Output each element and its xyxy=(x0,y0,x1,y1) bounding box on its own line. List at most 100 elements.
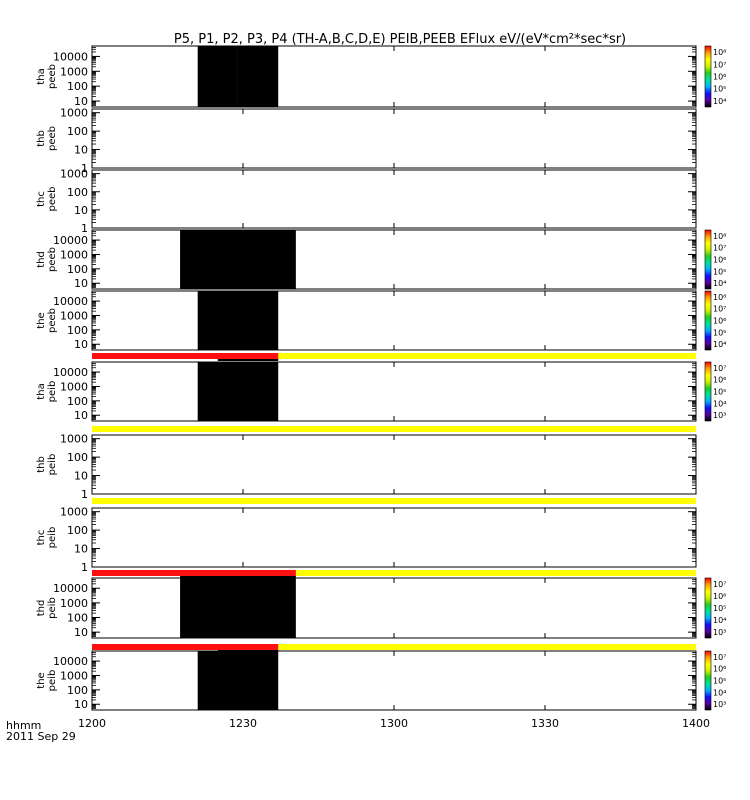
panel-frame-tha-peeb xyxy=(91,45,697,108)
probe-label: tha xyxy=(36,383,47,399)
product-label: peib xyxy=(47,597,58,619)
colorbar-tick-label: 10⁴ xyxy=(713,688,726,697)
panel-frame-thc-peeb xyxy=(91,169,697,229)
time-axis-date-label: 2011 Sep 29 xyxy=(6,730,76,743)
colorbar-thd-peib xyxy=(704,577,712,639)
ytick-label: 1000 xyxy=(60,248,88,261)
colorbar-tick-label: 10³ xyxy=(713,411,726,420)
xtick-label: 1200 xyxy=(78,717,106,730)
colorbar-tick-label: 10⁴ xyxy=(713,97,726,106)
spectrogram-block-tha-peib xyxy=(197,362,279,421)
ytick-label: 100 xyxy=(67,263,88,276)
panel-label-thb-peib: thb peib xyxy=(36,454,58,476)
flag-bar-tha-peib xyxy=(92,353,696,359)
colorbar-tick-label: 10⁷ xyxy=(713,305,726,314)
probe-label: thd xyxy=(36,251,47,268)
panel-frame-thc-peib xyxy=(91,507,697,568)
ytick-label: 100 xyxy=(67,612,88,625)
ytick-label: 100 xyxy=(67,451,88,464)
panel-frame-thb-peeb xyxy=(91,108,697,169)
flag-bar-red-segment xyxy=(92,353,279,359)
colorbar-the-peib xyxy=(704,650,712,711)
colorbar-tick-label: 10⁶ xyxy=(713,592,726,601)
ytick-label: 10 xyxy=(74,277,88,290)
colorbar-tick-label: 10⁶ xyxy=(713,317,726,326)
colorbar-tha-peib xyxy=(704,361,712,422)
colorbar-tick-label: 10⁶ xyxy=(713,73,726,82)
ytick-label: 10 xyxy=(74,409,88,422)
colorbar-the-peeb xyxy=(704,290,712,351)
xtick-label: 1300 xyxy=(380,717,408,730)
ytick-label: 1 xyxy=(81,222,88,235)
ytick-label: 100 xyxy=(67,684,88,697)
ytick-label: 100 xyxy=(67,324,88,337)
product-label: peib xyxy=(47,527,58,549)
colorbar-tick-label: 10⁶ xyxy=(713,376,726,385)
ytick-label: 1000 xyxy=(60,309,88,322)
chart-title: P5, P1, P2, P3, P4 (TH-A,B,C,D,E) PEIB,P… xyxy=(174,32,626,47)
ytick-label: 1000 xyxy=(60,380,88,393)
colorbar-tick-label: 10⁵ xyxy=(713,677,726,686)
spectrogram-block-thd-peib xyxy=(180,578,296,638)
panel-label-tha-peib: tha peib xyxy=(36,381,58,403)
ytick-label: 10000 xyxy=(53,366,88,379)
product-label: peeb xyxy=(47,64,58,89)
probe-label: thb xyxy=(36,456,47,473)
probe-label: the xyxy=(36,312,47,328)
ytick-label: 1000 xyxy=(60,506,88,519)
panel-label-thc-peib: thc peib xyxy=(36,527,58,549)
colorbar-tick-label: 10⁵ xyxy=(713,328,726,337)
ytick-label: 1 xyxy=(81,162,88,175)
spectrogram-block-tha-peeb xyxy=(197,46,238,107)
product-label: peib xyxy=(47,670,58,692)
ytick-label: 100 xyxy=(67,395,88,408)
colorbar-tick-label: 10⁶ xyxy=(713,665,726,674)
ytick-label: 10 xyxy=(74,626,88,639)
flag-bar-the-peib xyxy=(92,644,696,650)
flag-bar-red-segment xyxy=(92,644,279,650)
time-axis-unit-label: hhmm xyxy=(6,719,41,732)
probe-label: the xyxy=(36,672,47,688)
ytick-label: 10 xyxy=(74,338,88,351)
probe-label: thc xyxy=(36,530,47,546)
colorbar-tick-label: 10⁴ xyxy=(713,399,726,408)
spectrogram-block-the-peeb xyxy=(197,291,279,350)
ytick-label: 100 xyxy=(67,524,88,537)
probe-label: thb xyxy=(36,130,47,147)
colorbar-tick-label: 10⁸ xyxy=(713,232,726,241)
ytick-label: 1000 xyxy=(60,433,88,446)
ytick-label: 10 xyxy=(74,204,88,217)
flag-bar-red-segment xyxy=(92,570,296,576)
colorbar-tick-label: 10⁶ xyxy=(713,256,726,265)
colorbar-tick-label: 10⁵ xyxy=(713,85,726,94)
colorbar-tick-label: 10⁴ xyxy=(713,616,726,625)
panel-label-the-peib: the peib xyxy=(36,670,58,692)
colorbar-tick-label: 10⁴ xyxy=(713,279,726,288)
colorbar-tick-label: 10⁷ xyxy=(713,653,726,662)
colorbar-tick-label: 10⁸ xyxy=(713,48,726,57)
panel-frame-the-peib xyxy=(91,650,697,711)
ytick-label: 1000 xyxy=(60,168,88,181)
spectrogram-block-thd-peeb xyxy=(180,230,296,289)
colorbar-tick-label: 10⁵ xyxy=(713,267,726,276)
panel-frame-the-peeb xyxy=(91,290,697,351)
ytick-label: 1 xyxy=(81,488,88,501)
ytick-label: 1000 xyxy=(60,65,88,78)
ytick-label: 10000 xyxy=(53,50,88,63)
product-label: peeb xyxy=(47,187,58,212)
probe-label: thc xyxy=(36,191,47,207)
ytick-label: 10 xyxy=(74,470,88,483)
ytick-label: 10000 xyxy=(53,234,88,247)
ytick-label: 100 xyxy=(67,186,88,199)
product-label: peeb xyxy=(47,126,58,151)
panel-label-thc-peeb: thc peeb xyxy=(36,187,58,212)
colorbar-tick-label: 10³ xyxy=(713,700,726,709)
panel-label-tha-peeb: tha peeb xyxy=(36,64,58,89)
ytick-label: 10000 xyxy=(53,295,88,308)
spectrogram-block-the-peib xyxy=(197,651,279,710)
probe-label: tha xyxy=(36,68,47,84)
colorbar-tick-label: 10⁷ xyxy=(713,364,726,373)
colorbar-tick-label: 10⁷ xyxy=(713,244,726,253)
xtick-label: 1400 xyxy=(682,717,710,730)
